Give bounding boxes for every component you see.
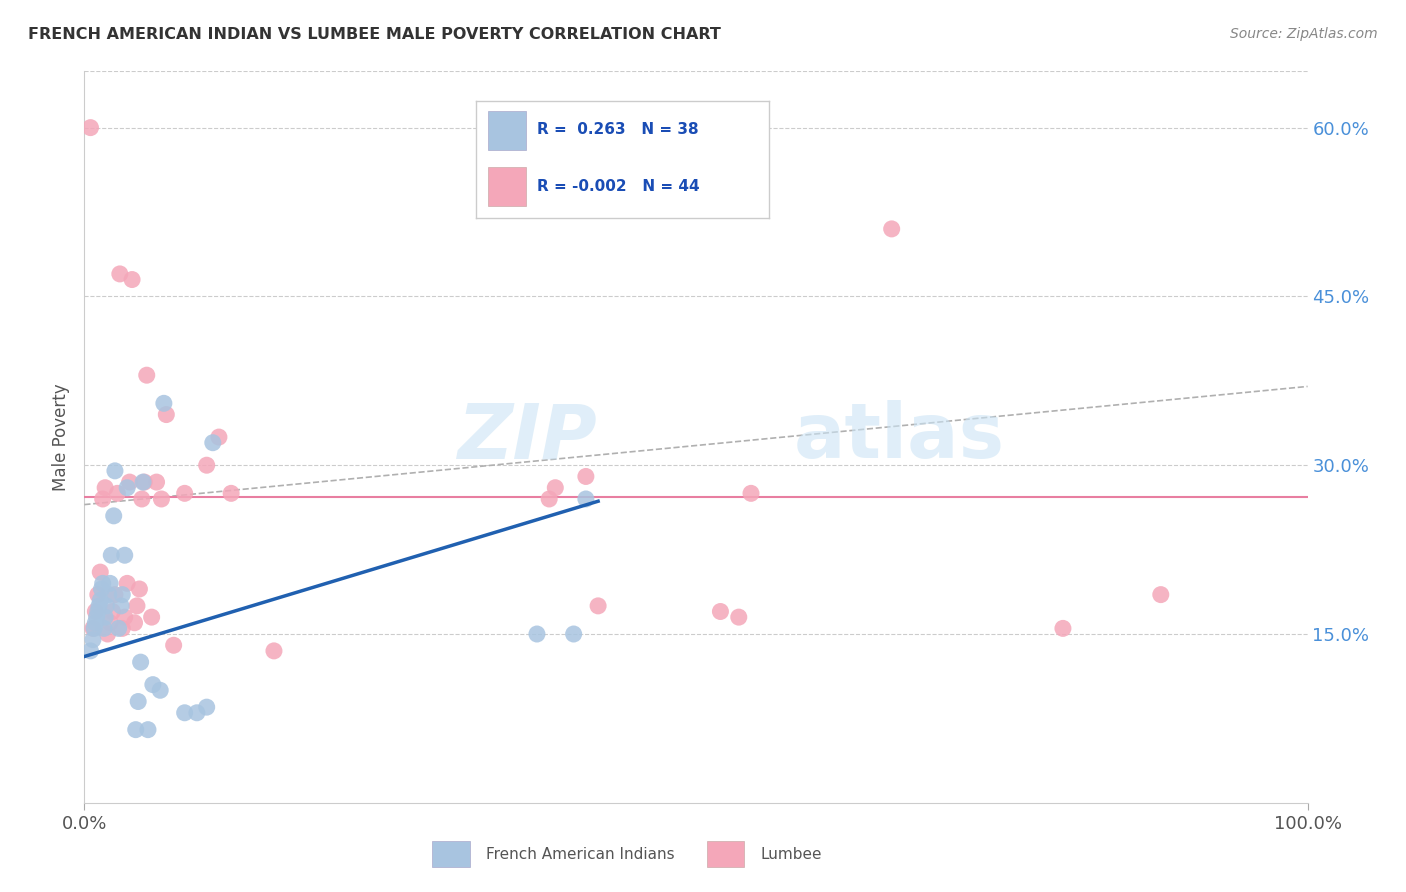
Point (118, 475, 141, 489)
Point (114, 548, 136, 562)
Point (94, 481, 117, 495)
Point (562, 627, 585, 641)
Point (538, 491, 561, 506)
Point (134, 475, 156, 489)
Point (186, 706, 208, 720)
Point (195, 700, 218, 714)
Point (86, 610, 108, 624)
Text: ZIP: ZIP (458, 401, 598, 474)
Point (107, 621, 129, 635)
Point (124, 615, 146, 630)
Point (544, 481, 567, 495)
Point (709, 605, 731, 619)
Point (101, 605, 124, 619)
Point (87, 605, 110, 619)
Point (93, 621, 115, 635)
Point (575, 491, 598, 506)
Point (79, 644, 101, 658)
Point (84, 615, 107, 630)
Point (97, 588, 120, 602)
Text: atlas: atlas (794, 401, 1005, 474)
Point (150, 491, 173, 506)
Point (110, 599, 132, 613)
Point (128, 582, 150, 596)
Point (727, 610, 749, 624)
Point (87, 588, 110, 602)
Point (201, 435, 224, 450)
Point (173, 486, 195, 500)
Point (115, 481, 138, 495)
Point (108, 267, 131, 281)
Point (114, 610, 136, 624)
Point (1052, 621, 1074, 635)
Point (97, 627, 120, 641)
Point (219, 486, 242, 500)
Point (115, 576, 138, 591)
Point (96, 599, 118, 613)
Point (263, 644, 285, 658)
Point (880, 222, 903, 236)
Point (142, 678, 165, 692)
Point (111, 588, 134, 602)
Point (82, 632, 104, 647)
Point (136, 723, 159, 737)
Point (135, 368, 157, 383)
Point (91, 491, 114, 506)
Point (111, 621, 134, 635)
Y-axis label: Male Poverty: Male Poverty (52, 384, 70, 491)
Point (98, 615, 121, 630)
Text: Source: ZipAtlas.com: Source: ZipAtlas.com (1230, 27, 1378, 41)
Point (131, 491, 153, 506)
Point (155, 408, 177, 422)
Point (84, 605, 107, 619)
Point (153, 396, 176, 410)
Point (127, 694, 149, 708)
Text: FRENCH AMERICAN INDIAN VS LUMBEE MALE POVERTY CORRELATION CHART: FRENCH AMERICAN INDIAN VS LUMBEE MALE PO… (28, 27, 721, 42)
Point (94, 610, 117, 624)
Point (173, 706, 195, 720)
Point (87, 599, 110, 613)
Point (163, 638, 186, 652)
Point (125, 599, 148, 613)
Point (145, 475, 167, 489)
Point (91, 576, 114, 591)
Point (104, 464, 127, 478)
Point (98, 576, 121, 591)
Point (575, 469, 598, 483)
Point (740, 486, 762, 500)
Point (132, 475, 155, 489)
Point (105, 486, 128, 500)
Point (100, 548, 122, 562)
Point (90, 582, 112, 596)
Point (1150, 588, 1173, 602)
Point (79, 120, 101, 135)
Point (195, 458, 218, 473)
Point (208, 430, 231, 444)
Point (129, 655, 152, 669)
Point (103, 508, 125, 523)
Point (104, 588, 127, 602)
Point (149, 683, 172, 698)
Point (586, 599, 609, 613)
Point (526, 627, 548, 641)
Point (83, 621, 105, 635)
Point (125, 723, 148, 737)
Point (89, 593, 111, 607)
Point (82, 621, 104, 635)
Point (121, 272, 143, 286)
Point (141, 610, 163, 624)
Point (89, 565, 111, 579)
